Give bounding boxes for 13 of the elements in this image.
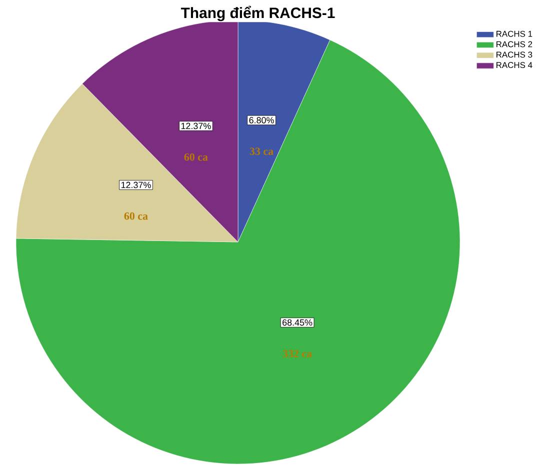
legend-label: RACHS 1 [496,30,532,37]
data-label: 6.80% [249,117,274,124]
text: 60 ca [184,153,208,161]
legend-label: RACHS 4 [496,62,532,68]
data-label: 12.37% [121,182,151,188]
text: 60 ca [124,212,148,220]
data-label: 12.37% [181,122,211,130]
legend-label: RACHS 2 [496,41,532,48]
text: 33 ca [250,148,274,155]
data-label: 68.45% [282,319,312,326]
chart-title: Thang điểm RACHS-1 [180,6,335,22]
legend-label: RACHS 3 [496,52,532,58]
text: 332 ca [282,350,312,358]
